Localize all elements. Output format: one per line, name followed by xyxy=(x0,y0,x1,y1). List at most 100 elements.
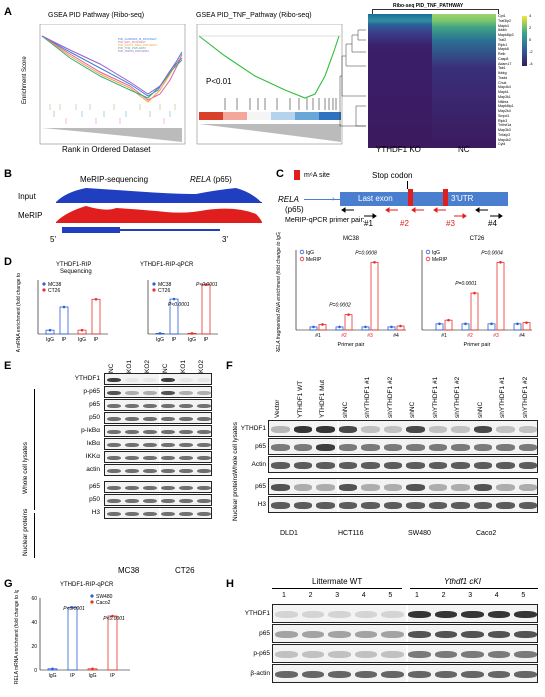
blot-band xyxy=(434,630,458,639)
blot-band xyxy=(107,498,121,504)
blot-band xyxy=(271,462,290,469)
blot-divider xyxy=(159,452,161,462)
heatmap-colorbar xyxy=(522,16,527,66)
blot-band xyxy=(461,670,484,679)
blot-band xyxy=(461,610,484,619)
d2-title: YTHDF1-RIP-qPCR xyxy=(140,262,194,268)
blot-band xyxy=(179,403,193,409)
blot-band xyxy=(383,426,402,433)
blot-band xyxy=(354,630,378,639)
c-pvalue: P=0.0004 xyxy=(481,250,503,256)
c-point xyxy=(490,322,493,326)
c-legend-label: MeRIP xyxy=(432,257,448,263)
panel-label-b: B xyxy=(4,168,12,180)
blot-divider xyxy=(406,665,408,682)
f-column-labels: Vector YTHDF1 WT YTHDF1 Mut shNC shYTHDF1 #1… xyxy=(268,368,538,418)
heatmap-gene-label: Traf3ip2 xyxy=(498,18,512,23)
blot-band xyxy=(125,416,139,422)
h-group-cki-line xyxy=(410,588,538,589)
d-legend-marker xyxy=(42,288,46,292)
blot-band xyxy=(293,462,312,469)
merip-gene-suffix: (p65) xyxy=(210,175,232,184)
blot-band xyxy=(361,426,380,433)
panel-label-c: C xyxy=(276,168,284,180)
blot-band xyxy=(428,444,447,451)
g-tick-label: IgG xyxy=(88,673,96,679)
blot-band xyxy=(473,426,492,433)
c-bar xyxy=(344,314,353,331)
blot-row-label: actin xyxy=(86,466,100,473)
d-legend-marker xyxy=(152,282,156,286)
gsea2-plot xyxy=(196,24,343,145)
blot-row-label: p-IκBα xyxy=(81,427,100,434)
heatmap-gene-label: Mapk4 xyxy=(498,23,509,28)
blot-band xyxy=(125,403,139,409)
intron-arrow xyxy=(304,199,340,200)
blot-band xyxy=(125,390,139,396)
blot-divider xyxy=(159,495,161,505)
e-group-nuclear-bracket xyxy=(34,513,37,558)
blot-band xyxy=(473,462,492,469)
blot-strip xyxy=(272,604,538,623)
blot-band xyxy=(451,502,470,509)
g-point xyxy=(111,614,114,618)
blot-band xyxy=(338,462,357,469)
merip-input-label: Input xyxy=(18,192,36,201)
heatmap-group-nc: NC xyxy=(458,145,470,154)
blot-band xyxy=(107,511,121,517)
c-tick-label: #2 xyxy=(467,333,473,339)
heatmap-gene-label: Cyld xyxy=(498,142,506,147)
blot-band xyxy=(179,416,193,422)
g-legend-marker xyxy=(90,600,94,604)
c-point xyxy=(464,322,467,326)
blot-band xyxy=(125,377,139,383)
g-ylabel: RELA mRNA enrichment (fold change to IgG… xyxy=(14,590,20,684)
e-group-whole: Whole cell lysates xyxy=(22,441,29,494)
f-column-label: shYTHDF1 #2 xyxy=(454,376,461,418)
blot-band xyxy=(301,610,325,619)
stop-codon-line xyxy=(407,181,408,189)
blot-band xyxy=(107,455,121,461)
h-group-wt-line xyxy=(272,588,402,589)
blot-band xyxy=(518,426,537,433)
e-group-nuclear: Nuclear proteins xyxy=(22,508,29,556)
blot-strip xyxy=(268,496,538,513)
meRIP-qpcr-charts: RELA fragmented RNA enrichment (fold cha… xyxy=(276,232,532,352)
primer-4: #4 xyxy=(488,219,497,228)
blot-band xyxy=(143,390,157,396)
colorbar-tick: -2 xyxy=(529,49,533,54)
blot-band xyxy=(275,650,298,659)
heatmap-title: Ribo-seq PID_TNF_PATHWAY xyxy=(393,3,464,9)
f-column-label: shNC xyxy=(476,401,484,418)
blot-strip xyxy=(104,438,212,450)
c-legend-marker xyxy=(425,249,431,255)
d-tick-label: IgG xyxy=(78,337,86,343)
heatmap-gene-label: Mapk1 xyxy=(498,90,509,94)
blot-band xyxy=(125,485,139,491)
blot-band xyxy=(428,462,447,469)
blot-band xyxy=(354,610,378,619)
blot-strip xyxy=(268,438,538,455)
blot-row-label: p65 xyxy=(89,401,100,408)
c-point xyxy=(525,321,528,324)
blot-band xyxy=(451,444,470,451)
blot-band xyxy=(408,610,431,619)
blot-divider xyxy=(159,439,161,449)
f-column-label: shYTHDF1 #1 xyxy=(499,376,506,418)
gsea1-title: GSEA PID Pathway (Ribo-seq) xyxy=(48,12,145,19)
blot-band xyxy=(428,502,447,509)
c-legend-marker xyxy=(299,256,305,262)
f-column-label: shNC xyxy=(341,401,349,418)
blot-band xyxy=(408,670,431,679)
e-column-label: KO2 xyxy=(198,359,205,373)
heatmap-dendrogram xyxy=(339,29,366,127)
blot-row-label: IKKα xyxy=(85,453,100,460)
h-lane-label: 4 xyxy=(494,592,499,599)
blot-band xyxy=(451,462,470,469)
blot-band xyxy=(161,511,175,517)
c-tick-label: #4 xyxy=(393,333,399,339)
blot-band xyxy=(275,670,298,679)
g-point xyxy=(71,606,74,609)
blot-band xyxy=(179,390,193,396)
blot-row-label: p65 xyxy=(255,442,266,450)
